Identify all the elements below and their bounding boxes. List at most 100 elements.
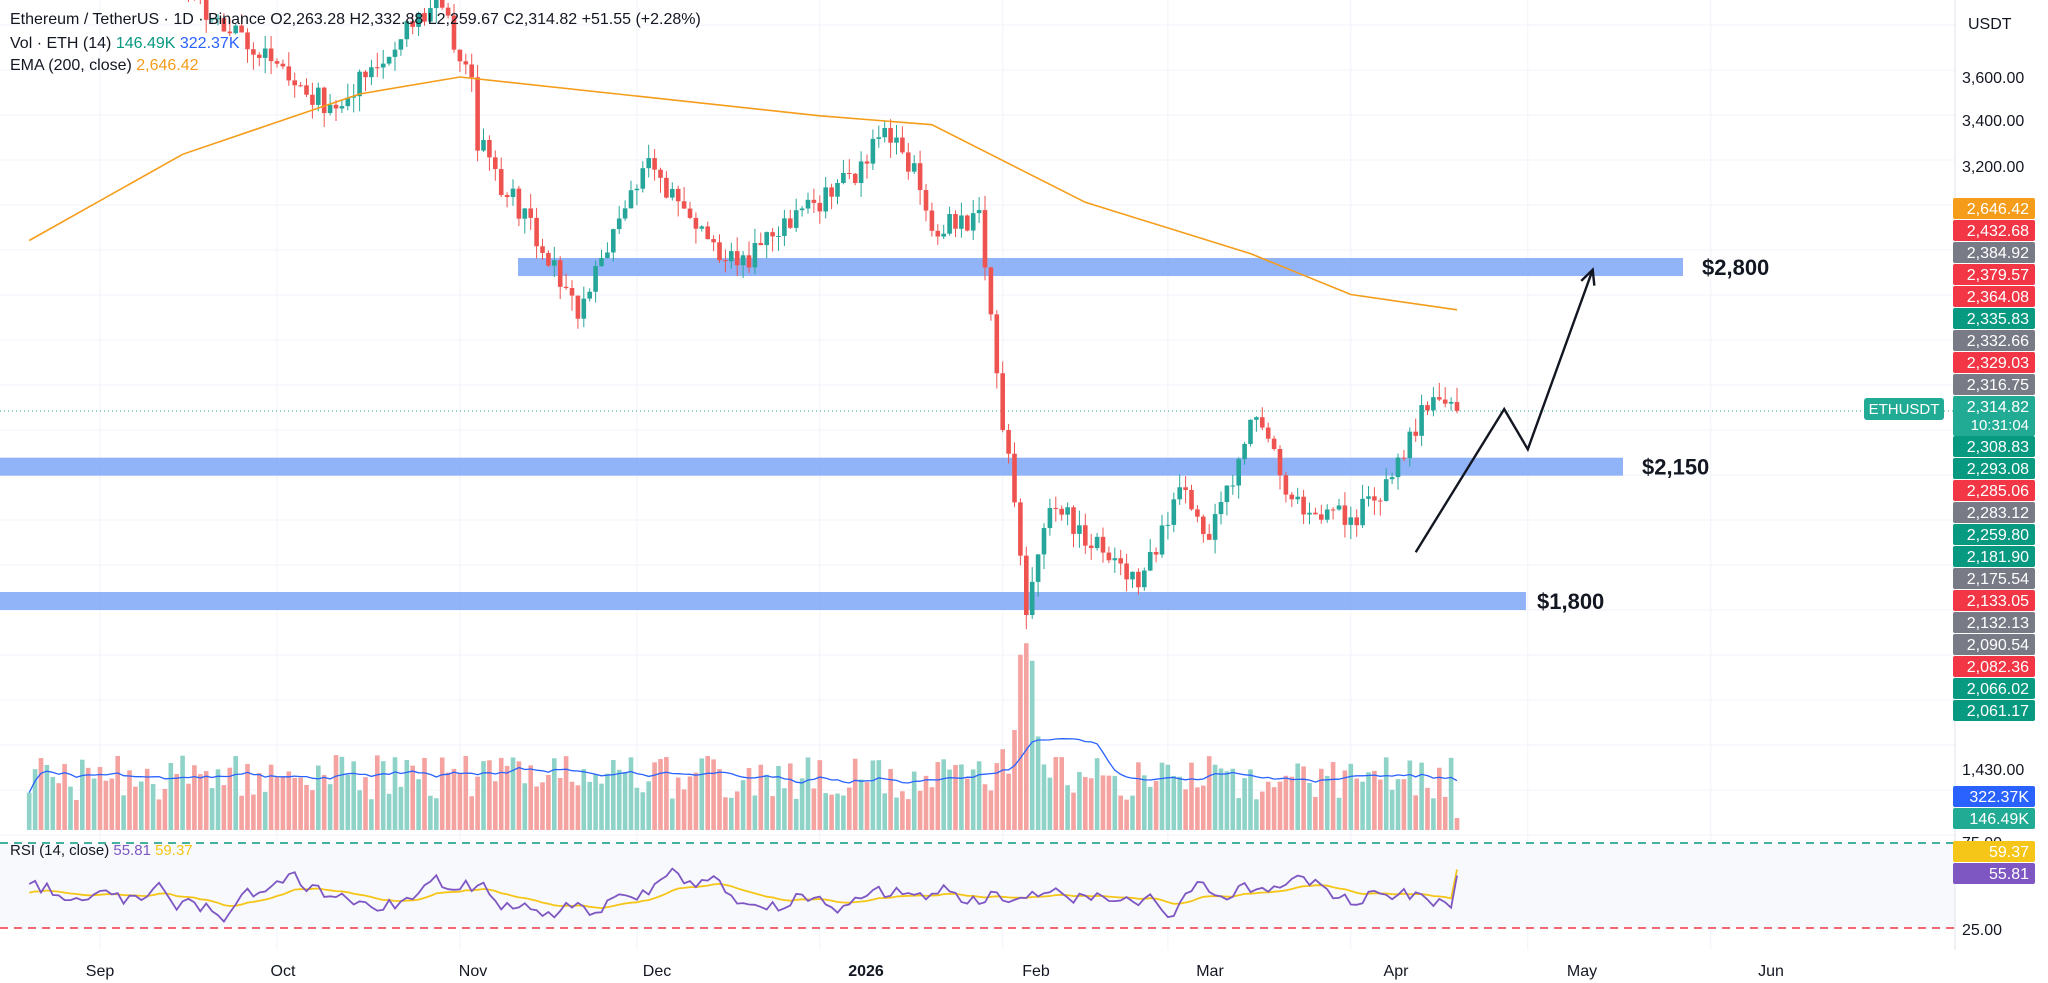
candle-body[interactable] [1177,487,1182,500]
candle-body[interactable] [1142,570,1147,588]
candle-body[interactable] [380,63,386,68]
candle-body[interactable] [1230,485,1236,487]
candle-body[interactable] [1348,517,1354,525]
candle-body[interactable] [1254,417,1259,420]
candle-body[interactable] [1183,487,1188,490]
candle-body[interactable] [528,208,533,218]
candle-body[interactable] [611,229,616,253]
candle-body[interactable] [982,210,988,268]
candle-body[interactable] [369,67,374,78]
candle-body[interactable] [652,158,657,170]
candle-body[interactable] [888,127,893,143]
candle-body[interactable] [1425,405,1430,411]
candle-body[interactable] [841,172,846,183]
candle-body[interactable] [1012,453,1017,503]
candle-body[interactable] [705,226,710,240]
candle-body[interactable] [1407,431,1413,459]
candle-body[interactable] [375,67,380,69]
candle-body[interactable] [552,260,557,266]
candle-body[interactable] [298,85,303,87]
candle-body[interactable] [687,208,693,218]
candle-body[interactable] [740,255,746,266]
candle-body[interactable] [1360,498,1365,526]
candle-body[interactable] [1165,524,1171,526]
candle-body[interactable] [575,295,581,319]
candle-body[interactable] [569,288,575,296]
candle-body[interactable] [516,188,522,219]
symbol-title[interactable]: Ethereum / TetherUS · 1D · Binance [10,11,266,28]
candle-body[interactable] [811,199,817,203]
candle-body[interactable] [398,39,404,50]
time-label[interactable]: Dec [643,963,671,980]
candle-body[interactable] [900,137,905,153]
candle-body[interactable] [1289,494,1295,500]
candle-body[interactable] [209,18,215,20]
candle-body[interactable] [947,214,952,234]
candle-body[interactable] [1448,402,1454,404]
time-axis[interactable]: Sep Oct Nov Dec 2026 Feb Mar Apr May Jun [86,963,1784,980]
candle-body[interactable] [1324,509,1330,520]
candle-body[interactable] [1112,558,1118,561]
time-label[interactable]: Feb [1022,963,1050,980]
candle-body[interactable] [1041,528,1047,555]
candle-body[interactable] [1242,443,1247,460]
candle-body[interactable] [675,188,681,202]
candle-body[interactable] [1442,399,1448,404]
candle-body[interactable] [941,233,946,237]
candle-body[interactable] [923,190,929,211]
candle-body[interactable] [487,139,492,158]
candle-body[interactable] [1071,507,1076,534]
candle-body[interactable] [1401,457,1407,459]
candle-body[interactable] [1313,512,1318,515]
candle-body[interactable] [746,255,752,268]
candle-body[interactable] [817,202,823,212]
candle-body[interactable] [852,173,858,184]
candle-body[interactable] [469,64,474,78]
candle-body[interactable] [1342,505,1348,525]
candle-body[interactable] [1336,505,1342,510]
candle-body[interactable] [416,12,421,27]
candle-body[interactable] [310,94,315,105]
candle-body[interactable] [1395,457,1401,478]
candle-body[interactable] [428,8,433,22]
candle-body[interactable] [1083,525,1088,546]
candle-body[interactable] [1218,502,1224,515]
candle-body[interactable] [788,218,793,228]
candle-body[interactable] [1260,417,1265,428]
candle-body[interactable] [286,66,292,81]
candle-body[interactable] [1159,525,1165,555]
candle-body[interactable] [622,208,628,219]
candle-body[interactable] [1319,514,1324,520]
candle-body[interactable] [782,218,787,236]
candle-body[interactable] [634,188,640,191]
time-label[interactable]: Sep [86,963,115,980]
candle-body[interactable] [1372,496,1377,501]
candle-body[interactable] [534,217,539,247]
candle-body[interactable] [911,163,917,172]
candle-body[interactable] [493,157,498,170]
candle-body[interactable] [717,242,722,261]
candle-body[interactable] [616,218,622,230]
candle-body[interactable] [1419,405,1424,436]
candle-body[interactable] [799,208,805,211]
candle-body[interactable] [245,32,250,50]
rsi-legend[interactable]: RSI (14, close) 55.81 59.37 [10,842,193,859]
candle-body[interactable] [1000,373,1005,431]
candle-body[interactable] [1431,397,1436,411]
candle-body[interactable] [504,195,510,198]
candle-body[interactable] [327,104,333,114]
candle-body[interactable] [646,158,651,169]
candle-body[interactable] [599,258,604,267]
candle-body[interactable] [929,210,935,231]
candle-body[interactable] [1088,545,1094,549]
candle-body[interactable] [593,266,598,292]
candle-body[interactable] [1189,489,1194,510]
time-label[interactable]: Mar [1196,963,1224,980]
candle-body[interactable] [1265,427,1271,439]
time-label[interactable]: Apr [1384,963,1410,980]
candle-body[interactable] [823,187,828,212]
candle-body[interactable] [1330,509,1336,511]
candle-body[interactable] [1413,431,1418,436]
candle-body[interactable] [498,169,504,196]
